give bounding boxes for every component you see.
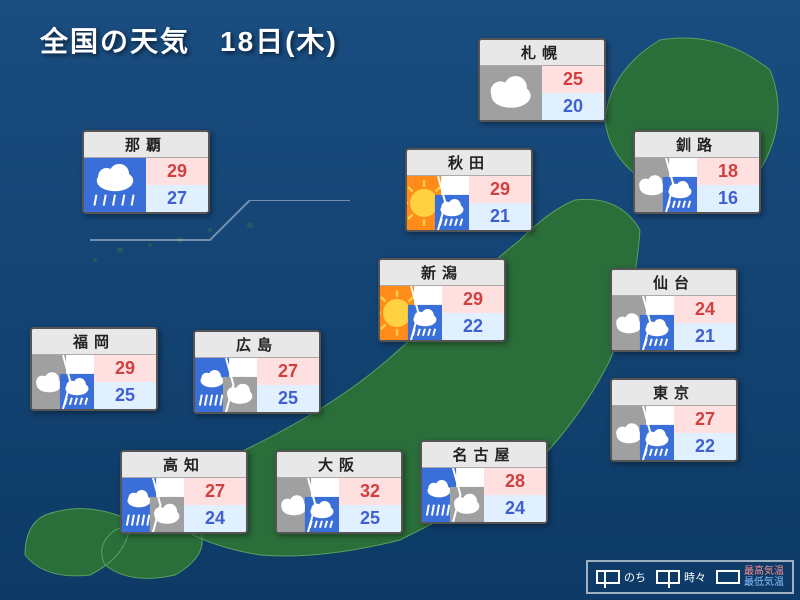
temp-high: 29	[146, 158, 208, 185]
city-card-sendai: 仙台 24 21	[610, 268, 738, 352]
city-card-osaka: 大阪 32 25	[275, 450, 403, 534]
city-card-sapporo: 札幌 25 20	[478, 38, 606, 122]
weather-icon	[407, 176, 469, 230]
city-name: 秋田	[407, 150, 531, 176]
temp-high: 27	[674, 406, 736, 433]
legend-split: 最高気温 最低気温	[716, 566, 784, 588]
temp-low: 21	[674, 323, 736, 350]
temp-high: 24	[674, 296, 736, 323]
temp-high: 28	[484, 468, 546, 495]
weather-icon	[612, 296, 674, 350]
city-card-niigata: 新潟 29 22	[378, 258, 506, 342]
city-card-fukuoka: 福岡 29 25	[30, 327, 158, 411]
temp-high: 29	[469, 176, 531, 203]
city-name: 東京	[612, 380, 736, 406]
weather-icon	[32, 355, 94, 409]
city-card-nagoya: 名古屋 28 24	[420, 440, 548, 524]
temp-low: 27	[146, 185, 208, 212]
temp-high: 27	[257, 358, 319, 385]
city-card-hiroshima: 広島 27 25	[193, 330, 321, 414]
weather-icon	[84, 158, 146, 212]
city-name: 仙台	[612, 270, 736, 296]
temp-high: 32	[339, 478, 401, 505]
city-card-naha: 那覇 29 27	[82, 130, 210, 214]
city-name: 札幌	[480, 40, 604, 66]
temp-high: 27	[184, 478, 246, 505]
weather-icon	[635, 158, 697, 212]
legend-nochi: のち	[596, 569, 646, 585]
temp-low: 22	[442, 313, 504, 340]
weather-icon	[480, 66, 542, 120]
city-name: 名古屋	[422, 442, 546, 468]
page-title: 全国の天気 18日(木)	[40, 20, 338, 60]
city-card-kochi: 高知 27 24	[120, 450, 248, 534]
weather-icon	[380, 286, 442, 340]
weather-icon	[195, 358, 257, 412]
temp-low: 21	[469, 203, 531, 230]
weather-icon	[422, 468, 484, 522]
temp-low: 24	[184, 505, 246, 532]
city-card-akita: 秋田 29 21	[405, 148, 533, 232]
temp-high: 29	[442, 286, 504, 313]
temp-low: 25	[257, 385, 319, 412]
temp-low: 22	[674, 433, 736, 460]
temp-low: 25	[339, 505, 401, 532]
city-name: 新潟	[380, 260, 504, 286]
temp-high: 18	[697, 158, 759, 185]
city-name: 広島	[195, 332, 319, 358]
temp-high: 29	[94, 355, 156, 382]
temp-high: 25	[542, 66, 604, 93]
city-name: 釧路	[635, 132, 759, 158]
city-card-kushiro: 釧路 18 16	[633, 130, 761, 214]
legend: のち 時々 最高気温 最低気温	[586, 560, 794, 594]
city-name: 那覇	[84, 132, 208, 158]
weather-icon	[122, 478, 184, 532]
temp-low: 24	[484, 495, 546, 522]
weather-icon	[612, 406, 674, 460]
city-name: 福岡	[32, 329, 156, 355]
temp-low: 20	[542, 93, 604, 120]
city-name: 高知	[122, 452, 246, 478]
city-card-tokyo: 東京 27 22	[610, 378, 738, 462]
temp-low: 16	[697, 185, 759, 212]
temp-low: 25	[94, 382, 156, 409]
legend-tokidoki: 時々	[656, 569, 706, 585]
weather-icon	[277, 478, 339, 532]
city-name: 大阪	[277, 452, 401, 478]
